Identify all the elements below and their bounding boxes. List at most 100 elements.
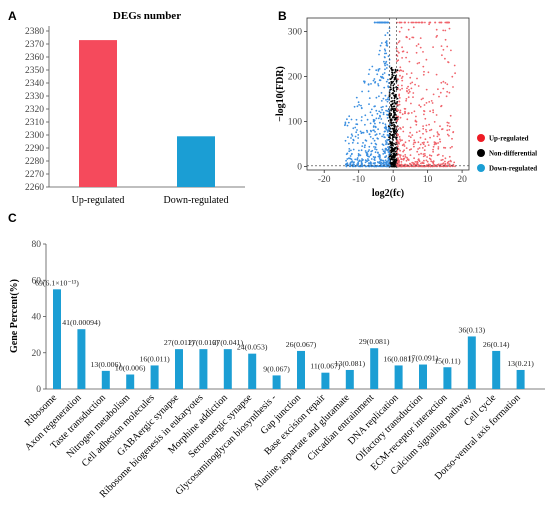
scatter-point-up-regulated xyxy=(454,72,456,75)
scatter-point-down-regulated xyxy=(385,52,388,55)
scatter-point-up-regulated xyxy=(411,81,414,84)
chart-c-y-tick-label: 40 xyxy=(32,313,42,323)
scatter-point-up-regulated xyxy=(410,102,412,105)
scatter-point-up-regulated xyxy=(403,149,405,152)
panel-label-a: A xyxy=(8,9,17,23)
scatter-point-up-regulated xyxy=(423,153,426,155)
scatter-point-down-regulated xyxy=(374,156,377,159)
scatter-point-up-regulated xyxy=(403,145,406,147)
scatter-point-down-regulated xyxy=(388,139,391,142)
scatter-point-down-regulated xyxy=(344,139,347,142)
scatter-point-up-regulated xyxy=(396,50,399,53)
scatter-point-up-regulated xyxy=(444,57,446,60)
scatter-point-up-regulated xyxy=(406,87,408,90)
scatter-point-down-regulated xyxy=(387,143,389,145)
scatter-point-up-regulated xyxy=(401,50,404,53)
scatter-point-up-regulated xyxy=(432,46,434,48)
scatter-point-up-regulated xyxy=(436,154,439,157)
scatter-point-up-regulated xyxy=(409,154,412,157)
scatter-point-up-regulated xyxy=(442,87,445,90)
scatter-point-up-regulated xyxy=(428,21,431,24)
scatter-point-up-regulated xyxy=(408,90,411,93)
scatter-point-up-regulated xyxy=(398,94,400,97)
scatter-point-non-differential xyxy=(388,92,391,94)
scatter-point-up-regulated xyxy=(402,155,405,158)
scatter-point-non-differential xyxy=(393,77,396,79)
scatter-point-down-regulated xyxy=(385,142,388,144)
scatter-point-down-regulated xyxy=(388,128,391,131)
scatter-point-up-regulated xyxy=(395,107,398,110)
scatter-point-down-regulated xyxy=(384,49,387,52)
scatter-point-up-regulated xyxy=(400,158,403,161)
scatter-point-up-regulated xyxy=(444,160,446,163)
scatter-point-up-regulated xyxy=(418,153,420,156)
scatter-point-up-regulated xyxy=(422,51,424,53)
scatter-point-down-regulated xyxy=(378,95,380,98)
scatter-point-down-regulated xyxy=(376,137,379,140)
scatter-point-non-differential xyxy=(395,96,398,98)
chart-c-y-label: Gene Percent(%) xyxy=(9,279,20,353)
scatter-point-up-regulated xyxy=(440,21,443,24)
scatter-point-up-regulated xyxy=(444,21,447,24)
scatter-point-down-regulated xyxy=(385,109,387,112)
scatter-point-down-regulated xyxy=(349,163,352,166)
scatter-point-up-regulated xyxy=(421,147,424,149)
scatter-point-down-regulated xyxy=(364,114,367,117)
scatter-point-down-regulated xyxy=(345,159,347,162)
scatter-point-down-regulated xyxy=(358,159,361,162)
scatter-point-non-differential xyxy=(390,82,393,85)
scatter-point-down-regulated xyxy=(378,49,381,52)
scatter-point-non-differential xyxy=(393,131,395,134)
scatter-point-non-differential xyxy=(390,144,392,147)
chart-c-data-label: 16(0.011) xyxy=(139,354,170,363)
scatter-point-down-regulated xyxy=(377,151,379,154)
scatter-point-up-regulated xyxy=(405,56,407,59)
scatter-point-down-regulated xyxy=(349,162,352,165)
scatter-point-down-regulated xyxy=(367,150,370,153)
scatter-point-up-regulated xyxy=(430,128,433,131)
scatter-point-up-regulated xyxy=(414,161,417,163)
scatter-point-down-regulated xyxy=(387,134,390,137)
scatter-point-down-regulated xyxy=(387,96,390,99)
scatter-point-down-regulated xyxy=(373,105,376,108)
chart-b-x-label: log2(fc) xyxy=(372,188,404,199)
scatter-point-up-regulated xyxy=(432,160,435,163)
scatter-point-up-regulated xyxy=(401,79,404,82)
scatter-point-up-regulated xyxy=(398,100,401,103)
scatter-point-up-regulated xyxy=(450,49,452,52)
scatter-point-up-regulated xyxy=(446,161,449,164)
scatter-point-down-regulated xyxy=(387,86,390,89)
scatter-point-up-regulated xyxy=(414,21,417,24)
scatter-point-non-differential xyxy=(391,124,394,127)
chart-c-data-label: 69(6.1×10⁻¹³) xyxy=(35,278,79,287)
scatter-point-up-regulated xyxy=(415,115,417,118)
scatter-point-up-regulated xyxy=(399,111,401,114)
scatter-point-down-regulated xyxy=(349,155,352,157)
scatter-point-up-regulated xyxy=(401,113,404,116)
scatter-point-down-regulated xyxy=(387,126,390,129)
scatter-point-up-regulated xyxy=(452,86,454,88)
scatter-point-up-regulated xyxy=(422,155,425,158)
scatter-point-down-regulated xyxy=(383,56,386,58)
scatter-point-non-differential xyxy=(392,135,394,138)
chart-a-y-tick-label: 2280 xyxy=(25,157,44,167)
chart-a-title: DEGs number xyxy=(113,10,181,22)
scatter-point-non-differential xyxy=(390,84,392,86)
scatter-point-up-regulated xyxy=(399,156,402,158)
scatter-point-down-regulated xyxy=(374,125,377,128)
scatter-point-up-regulated xyxy=(397,78,400,81)
scatter-point-up-regulated xyxy=(438,138,441,141)
scatter-point-up-regulated xyxy=(442,162,445,165)
scatter-point-up-regulated xyxy=(444,157,447,160)
scatter-point-up-regulated xyxy=(411,134,414,137)
scatter-point-up-regulated xyxy=(398,93,401,96)
scatter-point-non-differential xyxy=(391,68,393,71)
scatter-point-down-regulated xyxy=(356,159,359,161)
scatter-point-up-regulated xyxy=(445,21,448,24)
scatter-point-down-regulated xyxy=(355,118,358,121)
scatter-point-down-regulated xyxy=(380,76,383,79)
scatter-point-down-regulated xyxy=(367,162,370,165)
scatter-point-up-regulated xyxy=(401,57,403,59)
scatter-point-up-regulated xyxy=(415,45,418,47)
scatter-point-non-differential xyxy=(392,86,395,89)
